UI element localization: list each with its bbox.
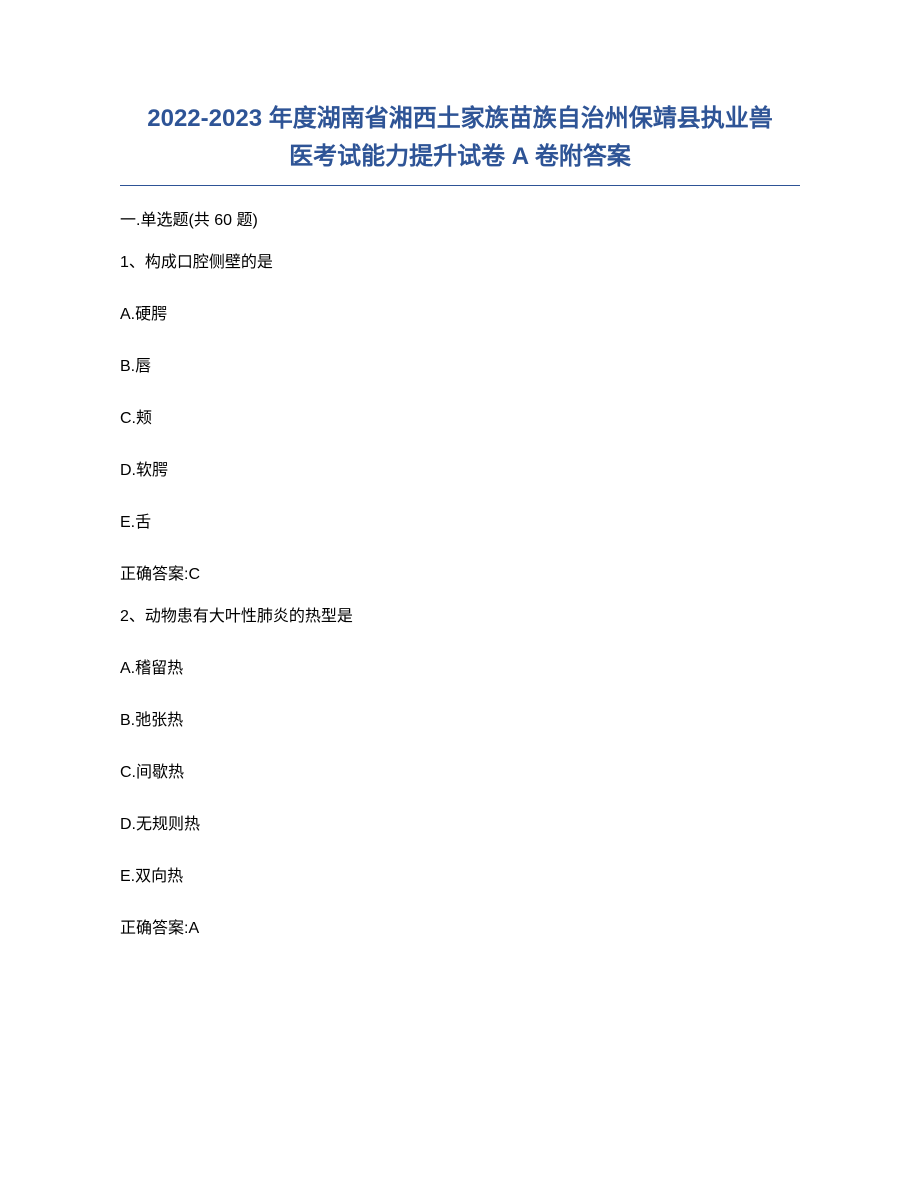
title-line-1: 2022-2023 年度湖南省湘西土家族苗族自治州保靖县执业兽 — [120, 100, 800, 138]
correct-answer: 正确答案:C — [120, 560, 800, 584]
section-header: 一.单选题(共 60 题) — [120, 206, 800, 230]
option-d: D.软腭 — [120, 456, 800, 480]
question-stem: 1、构成口腔侧壁的是 — [120, 248, 800, 272]
option-e: E.舌 — [120, 508, 800, 532]
option-a: A.硬腭 — [120, 300, 800, 324]
correct-answer: 正确答案:A — [120, 914, 800, 938]
title-line-2: 医考试能力提升试卷 A 卷附答案 — [120, 138, 800, 176]
option-c: C.颊 — [120, 404, 800, 428]
option-e: E.双向热 — [120, 862, 800, 886]
exam-page: 2022-2023 年度湖南省湘西土家族苗族自治州保靖县执业兽 医考试能力提升试… — [0, 0, 920, 1016]
option-d: D.无规则热 — [120, 810, 800, 834]
page-title: 2022-2023 年度湖南省湘西土家族苗族自治州保靖县执业兽 医考试能力提升试… — [120, 100, 800, 177]
question-stem: 2、动物患有大叶性肺炎的热型是 — [120, 602, 800, 626]
option-a: A.稽留热 — [120, 654, 800, 678]
option-b: B.弛张热 — [120, 706, 800, 730]
title-divider — [120, 185, 800, 186]
option-c: C.间歇热 — [120, 758, 800, 782]
option-b: B.唇 — [120, 352, 800, 376]
